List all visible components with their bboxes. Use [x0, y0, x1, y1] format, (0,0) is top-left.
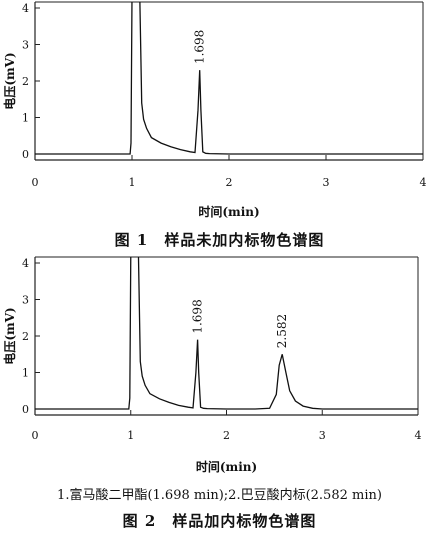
y-tick-label: 0 — [22, 148, 29, 161]
y-axis-label: 电压(mV) — [2, 307, 17, 364]
chromatogram-trace — [35, 2, 423, 155]
chart-1: 0 1 2 3 4 0 1 2 3 4 电压(mV) 时间(min) 1.698 — [2, 1, 427, 219]
x-tick-label: 1 — [129, 176, 136, 189]
chromatogram-trace — [35, 257, 418, 410]
y-tick-label: 1 — [22, 367, 29, 380]
figure-1-caption: 图 1 样品未加内标物色谱图 — [114, 231, 325, 249]
x-tick-label: 0 — [32, 176, 39, 189]
chart-2: 0 1 2 3 4 0 1 2 3 4 电压(mV) 时间(min) 1.698 2.582 — [2, 256, 422, 474]
x-tick-label: 4 — [420, 176, 427, 189]
y-tick-label: 3 — [22, 294, 29, 307]
peak-label: 2.582 — [275, 314, 289, 348]
y-tick-label: 3 — [22, 39, 29, 52]
y-tick-label: 4 — [22, 257, 29, 270]
x-tick-label: 3 — [323, 176, 330, 189]
y-tick-label: 0 — [22, 403, 29, 416]
figure-2-peak-legend: 1.富马酸二甲酯(1.698 min);2.巴豆酸内标(2.582 min) — [57, 488, 382, 503]
x-axis-label: 时间(min) — [196, 459, 257, 474]
x-axis-label: 时间(min) — [198, 204, 259, 219]
x-tick-label: 3 — [319, 429, 326, 442]
y-axis-label: 电压(mV) — [2, 52, 17, 109]
x-tick-label: 2 — [226, 176, 233, 189]
peak-label: 1.698 — [193, 30, 207, 64]
peak-label: 1.698 — [191, 299, 205, 333]
x-tick-label: 1 — [127, 429, 134, 442]
y-tick-label: 2 — [22, 330, 29, 343]
y-tick-label: 2 — [22, 75, 29, 88]
x-tick-label: 4 — [415, 429, 422, 442]
y-tick-label: 1 — [22, 112, 29, 125]
y-tick-label: 4 — [22, 2, 29, 15]
x-tick-label: 2 — [223, 429, 230, 442]
x-tick-label: 0 — [32, 429, 39, 442]
figure-2-caption: 图 2 样品加内标物色谱图 — [122, 512, 317, 530]
